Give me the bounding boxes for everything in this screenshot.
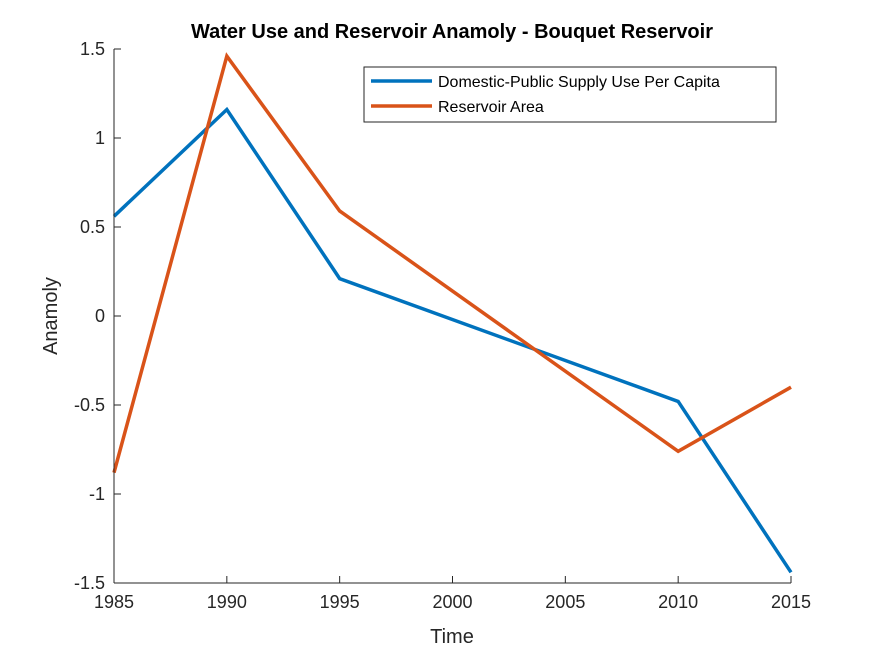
y-tick-label: 0	[95, 306, 105, 326]
y-ticks: -1.5 -1 -0.5 0 0.5 1 1.5	[74, 39, 121, 593]
plot-area	[114, 49, 791, 583]
legend: Domestic-Public Supply Use Per Capita Re…	[363, 66, 777, 123]
series-layer	[112, 52, 793, 574]
x-axis-title: Time	[430, 626, 474, 648]
y-tick-label: 1.5	[80, 39, 105, 59]
x-tick-label: 1995	[320, 592, 360, 612]
x-tick-label: 2000	[432, 592, 472, 612]
legend-box	[363, 66, 777, 123]
plot-background	[114, 49, 791, 583]
y-tick-label: -1.5	[74, 573, 105, 593]
legend-label-domestic: Domestic-Public Supply Use Per Capita	[438, 74, 720, 91]
x-tick-label: 2005	[545, 592, 585, 612]
x-ticks: 1985 1990 1995 2000 2005 2010 2015	[94, 576, 811, 612]
series-line-reservoir	[112, 52, 792, 474]
series-line-domestic	[112, 106, 793, 574]
y-tick-label: 1	[95, 128, 105, 148]
y-axis-title: Anamoly	[40, 277, 62, 355]
chart-title: Water Use and Reservoir Anamoly - Bouque…	[191, 21, 713, 43]
x-tick-label: 2015	[771, 592, 811, 612]
y-tick-label: 0.5	[80, 217, 105, 237]
x-tick-label: 1985	[94, 592, 134, 612]
y-tick-label: -0.5	[74, 395, 105, 415]
x-tick-label: 2010	[658, 592, 698, 612]
legend-label-reservoir: Reservoir Area	[438, 99, 544, 116]
x-tick-label: 1990	[207, 592, 247, 612]
y-tick-label: -1	[89, 484, 105, 504]
